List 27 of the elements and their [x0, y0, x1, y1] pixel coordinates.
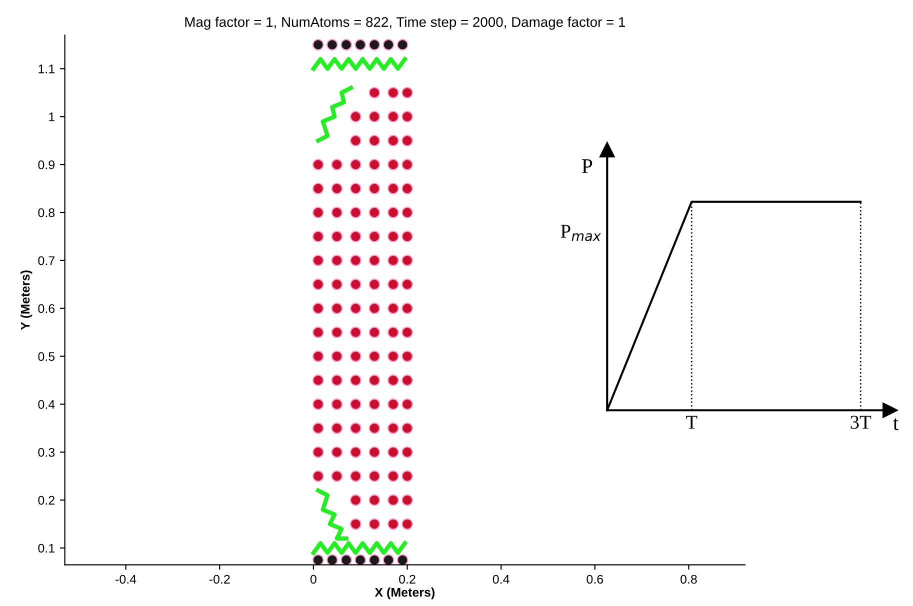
y-tick-label: 0.6: [38, 304, 55, 314]
x-tick-label: 0.6: [586, 574, 604, 584]
y-axis-title: Y (Meters): [20, 270, 32, 330]
x-tick-label: 0.4: [492, 574, 510, 584]
y-tick-label: 0.5: [38, 352, 55, 361]
y-tick-label: 0.4: [38, 400, 55, 409]
x-tick-label: 3T: [850, 416, 872, 429]
x-axis-title: t: [893, 418, 899, 430]
x-tick-label: T: [686, 416, 698, 429]
x-tick-label: -0.4: [116, 574, 136, 584]
y-tick-label: 0.9: [38, 160, 55, 170]
x-axis-title: X (Meters): [374, 588, 435, 600]
y-tick-label: 0.2: [38, 496, 54, 505]
y-tick-label: 1: [49, 112, 54, 122]
annotation: P$_{max}$: [560, 224, 602, 242]
y-tick-label: 0.8: [38, 208, 55, 218]
x-tick-label: 0.8: [680, 574, 697, 584]
y-tick-label: 0.7: [38, 256, 54, 266]
x-tick-label: 0.2: [399, 574, 416, 584]
y-tick-label: 0.1: [38, 544, 54, 553]
y-tick-label: 0.3: [38, 448, 55, 457]
x-tick-label: 0: [310, 574, 316, 584]
chart-title: Mag factor = 1, NumAtoms = 822, Time step = 2000, Damage factor = 1: [185, 16, 626, 30]
x-tick-label: -0.2: [209, 574, 230, 584]
y-axis-title: P: [582, 159, 592, 173]
y-tick-label: 1.1: [38, 64, 54, 74]
line-series: [316, 86, 354, 143]
